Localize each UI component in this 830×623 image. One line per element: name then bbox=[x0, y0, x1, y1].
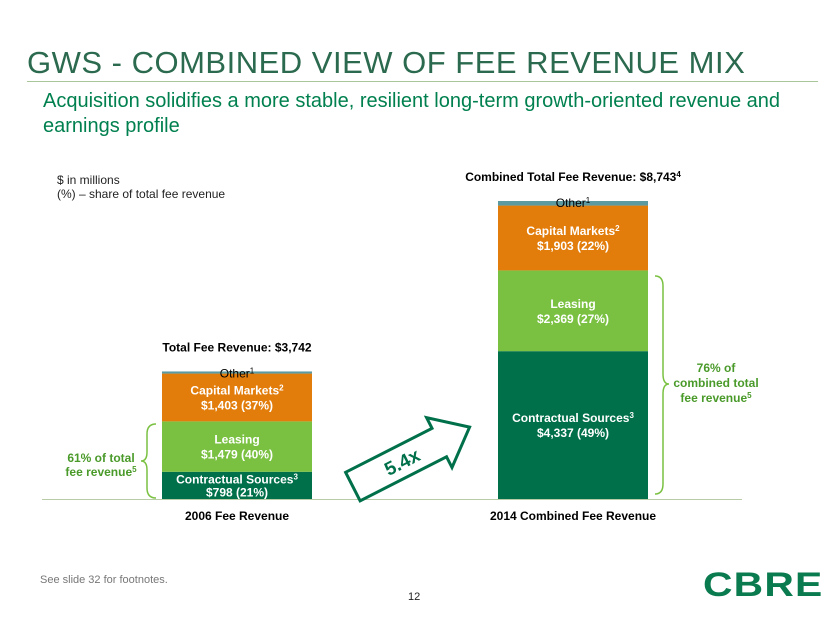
left-bracket bbox=[140, 423, 157, 499]
segment-label-value: $1,403 (37%) bbox=[201, 398, 273, 412]
left-callout-line1: 61% of total bbox=[67, 451, 134, 465]
bar-segment-leasing-1 bbox=[162, 421, 312, 472]
bar-total-label: Total Fee Revenue: $3,742 bbox=[162, 340, 312, 354]
left-callout-line2: fee revenue5 bbox=[65, 465, 137, 480]
right-callout-line1: 76% of bbox=[697, 361, 737, 375]
share-note-line: (%) – share of total fee revenue bbox=[57, 187, 226, 201]
segment-label-name: Contractual Sources3 bbox=[512, 411, 634, 426]
bar-segment-contractual-sources-1 bbox=[162, 471, 312, 499]
segment-label-name: Leasing bbox=[550, 297, 595, 311]
segment-label-name: Contractual Sources3 bbox=[176, 472, 298, 487]
other-segment-label: Other1 bbox=[220, 366, 255, 381]
bar-segment-capital-markets-1 bbox=[162, 373, 312, 422]
bar-segment-other-1 bbox=[162, 371, 312, 374]
title-divider bbox=[27, 81, 818, 82]
units-note: $ in millions (%) – share of total fee r… bbox=[57, 173, 225, 201]
segment-label-name: Leasing bbox=[214, 433, 259, 447]
category-label: 2006 Fee Revenue bbox=[185, 509, 289, 523]
units-note-line: $ in millions bbox=[57, 173, 120, 187]
growth-arrow-icon: 5.4x bbox=[343, 415, 472, 503]
segment-label-value: $1,479 (40%) bbox=[201, 448, 273, 462]
bar-segment-contractual-sources-2 bbox=[498, 351, 648, 499]
page-number: 12 bbox=[408, 591, 421, 603]
bar-segment-leasing-2 bbox=[498, 270, 648, 352]
bar-total-label: Combined Total Fee Revenue: $8,7434 bbox=[465, 170, 681, 185]
right-bracket bbox=[654, 275, 670, 495]
footnote: See slide 32 for footnotes. bbox=[40, 574, 168, 586]
cbre-logo: CBRE bbox=[703, 566, 824, 604]
bar-segment-capital-markets-2 bbox=[498, 205, 648, 271]
segment-label-value: $2,369 (27%) bbox=[537, 312, 609, 326]
page-subtitle: Acquisition solidifies a more stable, re… bbox=[43, 90, 781, 137]
other-segment-label: Other1 bbox=[556, 196, 591, 211]
growth-arrow-shape bbox=[343, 415, 472, 503]
category-label: 2014 Combined Fee Revenue bbox=[490, 509, 656, 523]
segment-label-value: $1,903 (22%) bbox=[537, 239, 609, 253]
bar-segment-other-2 bbox=[498, 201, 648, 206]
segment-label-name: Capital Markets2 bbox=[526, 223, 620, 238]
segment-label-value: $798 (21%) bbox=[206, 485, 268, 499]
right-callout-line3: fee revenue5 bbox=[680, 391, 752, 406]
right-callout-line2: combined total bbox=[673, 376, 758, 390]
segment-label-name: Capital Markets2 bbox=[190, 383, 284, 398]
page-title: GWS - COMBINED VIEW OF FEE REVENUE MIX bbox=[27, 45, 746, 80]
segment-label-value: $4,337 (49%) bbox=[537, 426, 609, 440]
